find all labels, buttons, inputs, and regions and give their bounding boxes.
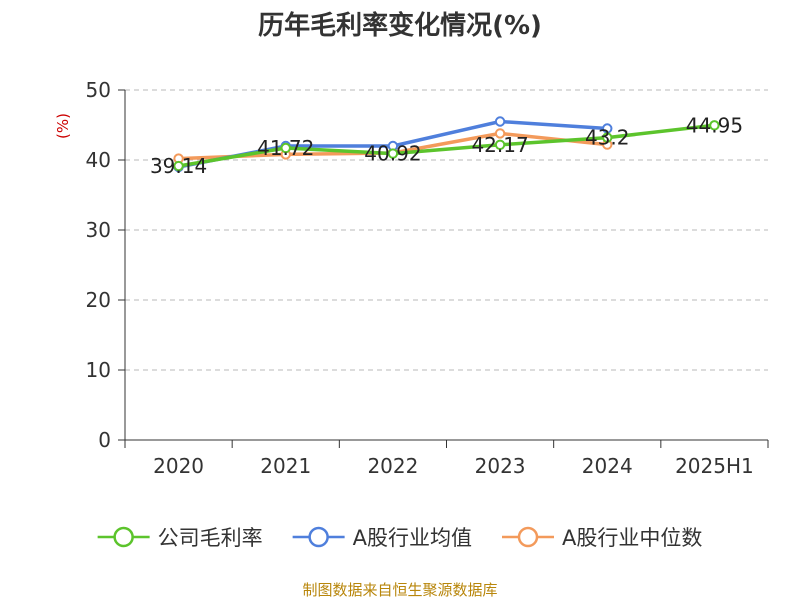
legend-label-0: 公司毛利率: [158, 526, 263, 550]
legend-label-1: A股行业均值: [353, 526, 472, 550]
data-label-0-5: 44.95: [686, 113, 743, 137]
data-label-0-2: 40.92: [364, 142, 421, 166]
y-tick-label-10: 10: [86, 358, 111, 382]
x-tick-label-2025H1: 2025H1: [675, 454, 754, 478]
chart-title: 历年毛利率变化情况(%): [258, 10, 542, 41]
legend: 公司毛利率 A股行业均值 A股行业中位数: [97, 526, 702, 550]
series-0: [173, 120, 720, 172]
data-label-0-4: 43.2: [585, 126, 630, 150]
y-tick-label-0: 0: [98, 428, 111, 452]
series-layer: [173, 116, 720, 173]
legend-item-0: 公司毛利率: [97, 526, 263, 550]
legend-marker-icon-1: [308, 526, 329, 548]
y-tick-label-40: 40: [86, 148, 111, 172]
legend-marker-icon-0: [113, 526, 134, 548]
x-tick-label-2023: 2023: [475, 454, 526, 478]
series-point-0-0: [173, 160, 184, 172]
data-label-0-1: 41.72: [257, 136, 314, 160]
series-point-0-3: [494, 139, 506, 151]
x-tick-label-2024: 2024: [582, 454, 633, 478]
y-tick-label-20: 20: [86, 288, 111, 312]
series-point-0-5: [709, 120, 720, 131]
legend-marker-icon-2: [517, 526, 539, 548]
x-tick-label-2021: 2021: [260, 454, 311, 478]
series-point-0-2: [387, 148, 399, 159]
data-label-0-3: 42.17: [471, 133, 528, 157]
data-label-0-0: 39.14: [150, 154, 207, 178]
legend-item-2: A股行业中位数: [502, 526, 702, 550]
y-tick-label-30: 30: [86, 218, 111, 242]
series-point-0-4: [602, 132, 613, 143]
source-note: 制图数据来自恒生聚源数据库: [302, 581, 497, 599]
axes: 0 10 20 30 40 50 2020 2021 2022 2023 2024 2025H1: [86, 78, 769, 478]
data-labels: 39.14 41.72 40.92 42.17 43.2 44.95: [150, 113, 743, 178]
legend-item-1: A股行业均值: [292, 526, 472, 550]
series-point-0-1: [280, 142, 291, 154]
y-axis-label: (%): [54, 113, 72, 139]
y-tick-label-50: 50: [86, 78, 111, 102]
grid-lines: [125, 89, 768, 371]
series-point-2-3: [494, 128, 506, 139]
x-tick-label-2022: 2022: [367, 454, 418, 478]
legend-label-2: A股行业中位数: [562, 526, 702, 550]
series-point-1-3: [494, 116, 506, 127]
series-line-0: [176, 123, 717, 168]
x-tick-label-2020: 2020: [153, 454, 204, 478]
